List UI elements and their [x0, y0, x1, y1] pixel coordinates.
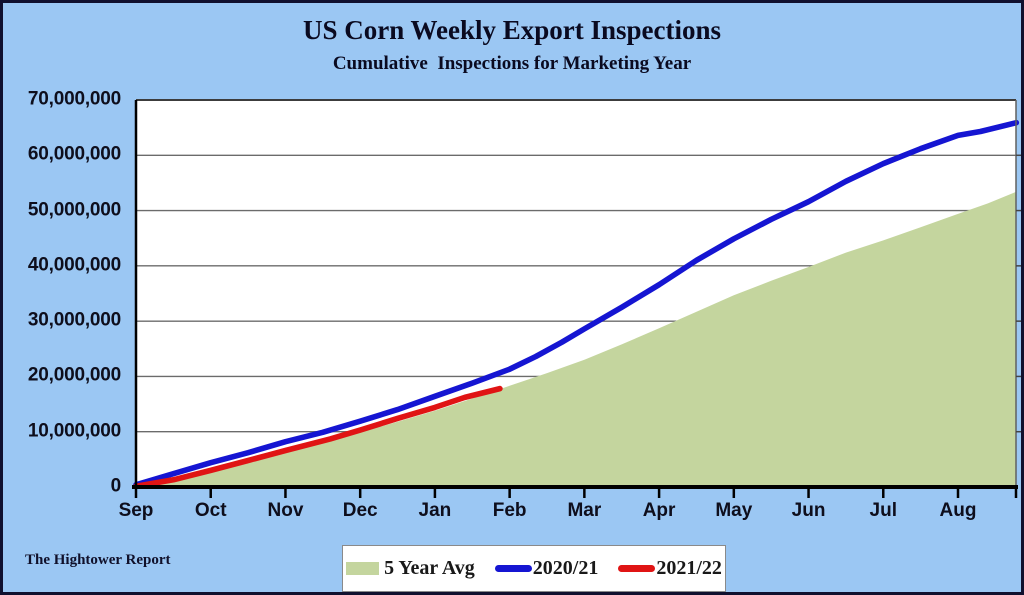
- chart-title: US Corn Weekly Export Inspections: [302, 15, 722, 45]
- x-tick-label: Dec: [342, 500, 378, 521]
- x-tick-label: Mar: [567, 500, 602, 521]
- y-tick-label: 50,000,000: [27, 199, 121, 221]
- line-2021-22-swatch: [618, 565, 656, 572]
- legend-label: 5 Year Avg: [384, 557, 475, 579]
- y-tick-label: 70,000,000: [27, 88, 121, 110]
- x-tick-label: Jun: [791, 500, 826, 521]
- five-year-avg-swatch: [346, 562, 380, 575]
- y-tick-label: 10,000,000: [27, 420, 121, 442]
- x-tick-label: Oct: [194, 500, 227, 521]
- x-tick-label: May: [715, 500, 753, 521]
- five-year-avg-area: [136, 191, 1017, 488]
- line-2020-21: [133, 119, 1020, 488]
- legend-item-2021-22: 2021/22: [618, 557, 722, 580]
- legend: 5 Year Avg 2020/21 2021/22: [342, 545, 726, 592]
- legend-item-5-year-avg: 5 Year Avg: [346, 557, 475, 580]
- x-tick-label: Apr: [642, 500, 676, 521]
- y-tick-label: 40,000,000: [27, 254, 121, 276]
- legend-label: 2021/22: [656, 557, 722, 579]
- legend-label: 2020/21: [532, 557, 599, 579]
- chart-canvas: [132, 99, 1021, 498]
- y-tick-label: 0: [110, 475, 122, 497]
- x-tick-label: Jan: [418, 500, 452, 521]
- y-tick-label: 60,000,000: [27, 143, 121, 165]
- brand-text: The Hightower Report: [25, 552, 171, 568]
- x-tick-label: Nov: [267, 500, 304, 521]
- line-2021-22: [133, 385, 503, 489]
- y-tick-label: 30,000,000: [27, 309, 121, 331]
- x-tick-label: Sep: [118, 500, 154, 521]
- chart-subtitle: Cumulative Inspections for Marketing Yea…: [332, 53, 692, 74]
- axes: [132, 99, 1021, 489]
- x-axis-labels: Sep Oct Nov Dec Jan Feb Mar Apr May Jun Jul Aug: [3, 3, 1021, 592]
- x-tick-label: Aug: [939, 500, 977, 521]
- y-axis-labels: 0 10,000,000 20,000,000 30,000,000 40,000,00…: [3, 3, 129, 592]
- legend-item-2020-21: 2020/21: [494, 557, 599, 580]
- y-tick-label: 20,000,000: [27, 364, 121, 386]
- x-axis-ticks: [134, 489, 1018, 498]
- x-tick-label: Jul: [869, 500, 897, 521]
- x-tick-label: Feb: [492, 500, 527, 521]
- line-2020-21-swatch: [494, 565, 532, 572]
